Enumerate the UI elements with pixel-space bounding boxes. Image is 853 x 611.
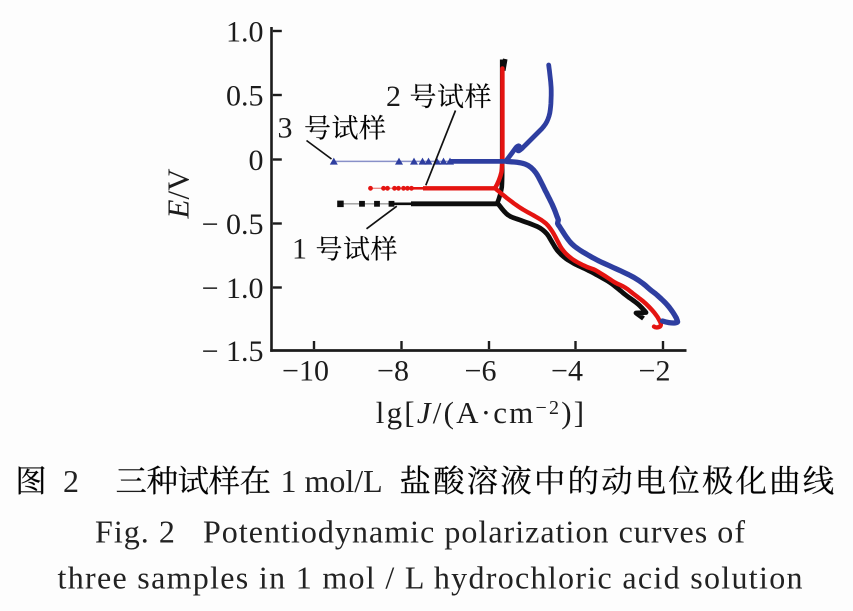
svg-text:Fig. 2 Potentiodynamic polar: Fig. 2 Potentiodynamic polarization curv…	[95, 514, 745, 550]
svg-text:− 1.5: − 1.5	[202, 335, 264, 368]
svg-text:three samples in 1 mol / L hyd: three samples in 1 mol / L hydrochloric …	[58, 560, 803, 596]
svg-text:−2: −2	[639, 355, 671, 388]
svg-text:− 1.0: − 1.0	[202, 272, 264, 305]
svg-text:2: 2	[63, 463, 79, 499]
svg-text:1 mol/L: 1 mol/L	[281, 463, 383, 499]
svg-text:0: 0	[249, 144, 264, 177]
svg-text:3: 3	[278, 112, 293, 145]
svg-text:− 0.5: − 0.5	[202, 208, 264, 241]
svg-text:−10: −10	[282, 355, 329, 388]
svg-text:E/V: E/V	[161, 168, 196, 220]
svg-text:0.5: 0.5	[226, 80, 264, 113]
svg-text:2: 2	[386, 80, 401, 113]
svg-text:−8: −8	[377, 355, 409, 388]
svg-text:1.0: 1.0	[226, 16, 264, 49]
svg-text:−4: −4	[551, 355, 583, 388]
svg-text:−6: −6	[465, 355, 497, 388]
svg-text:1: 1	[292, 233, 307, 266]
